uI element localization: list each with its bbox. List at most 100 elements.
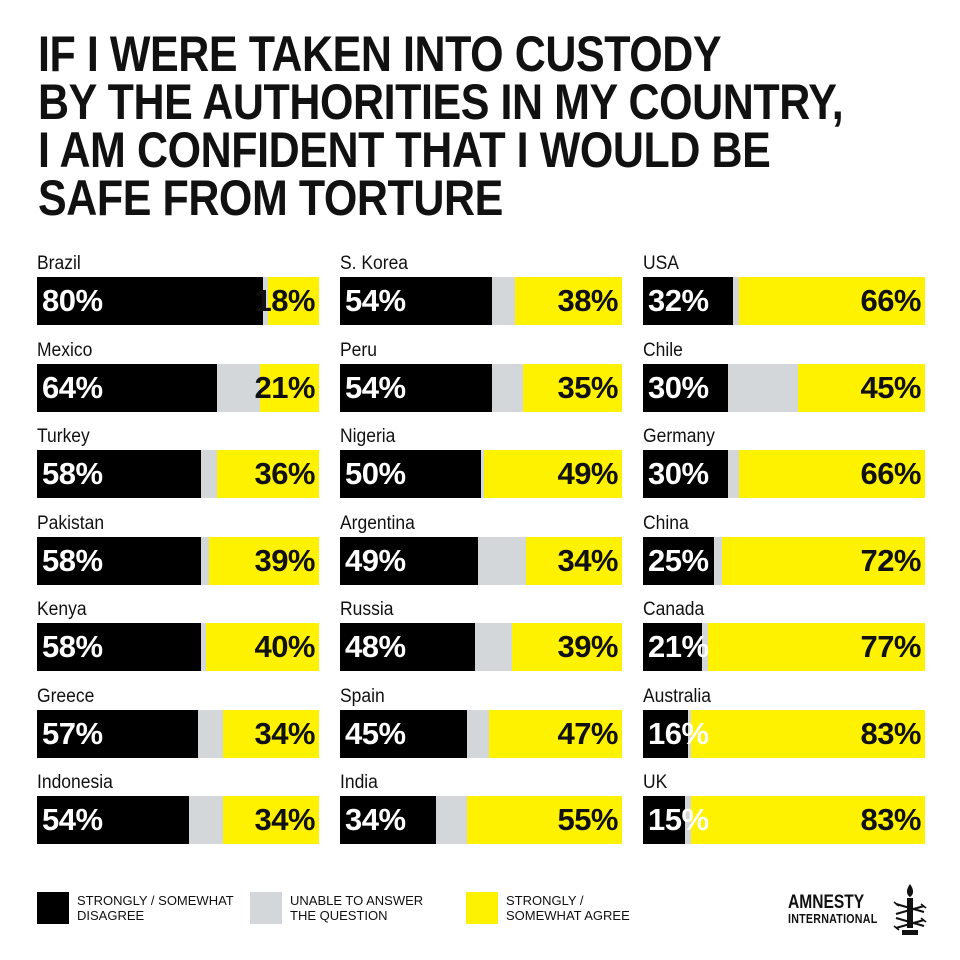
bar-segment-unable: [685, 796, 691, 844]
value-label-disagree: 54%: [345, 369, 406, 405]
country-label: S. Korea: [340, 253, 409, 274]
bar-segment-unable: [478, 536, 527, 585]
value-label-agree: 72%: [860, 542, 921, 578]
stacked-bar: 32% 66%: [643, 277, 925, 325]
value-label-agree: 34%: [557, 542, 618, 578]
bar-segment-agree: [206, 623, 319, 671]
bar-segment-unable: [702, 623, 708, 671]
bar-segment-agree: [738, 277, 925, 325]
bar-segment-agree: [268, 277, 319, 325]
value-label-agree: 36%: [254, 456, 315, 491]
bar-segment-unable: [475, 623, 513, 671]
bar-segment-unable: [435, 796, 467, 844]
bar-segment-unable: [727, 450, 739, 498]
value-label-agree: 83%: [860, 715, 921, 751]
title-line: I AM CONFIDENT THAT I WOULD BE: [38, 122, 771, 178]
stacked-bar: 54% 38%: [340, 277, 622, 325]
brand-name: AMNESTY: [788, 892, 865, 913]
brand-sub: INTERNATIONAL: [788, 911, 878, 926]
country-label: Peru: [340, 339, 377, 361]
bar-segment-agree: [707, 623, 925, 671]
bar-segment-disagree: [37, 450, 201, 498]
country-label: Russia: [340, 599, 394, 620]
title-line: BY THE AUTHORITIES IN MY COUNTRY,: [38, 74, 844, 130]
stacked-bar: 58% 40%: [37, 623, 319, 671]
stacked-bar: 48% 39%: [340, 623, 622, 671]
title-line: IF I WERE TAKEN INTO CUSTODY: [38, 26, 722, 82]
value-label-disagree: 57%: [42, 715, 103, 751]
bar-segment-disagree: [340, 623, 476, 671]
value-label-disagree: 21%: [648, 629, 709, 664]
value-label-disagree: 30%: [648, 369, 709, 405]
country-label: Brazil: [37, 253, 81, 274]
bar-segment-agree: [209, 536, 319, 585]
bar-segment-unable: [713, 536, 722, 585]
country-label: Pakistan: [37, 512, 105, 534]
value-label-disagree: 58%: [42, 456, 103, 491]
country-label: Germany: [643, 426, 715, 447]
value-label-agree: 21%: [254, 369, 315, 405]
brand-logo-text: AMNESTY INTERNATIONAL: [788, 893, 877, 926]
country-label: Argentina: [340, 512, 415, 534]
value-label-disagree: 45%: [345, 715, 406, 751]
stacked-bar: 50% 49%: [340, 450, 622, 498]
bar-segment-unable: [481, 450, 484, 498]
bar-segment-agree: [798, 363, 925, 412]
bar-segment-agree: [721, 536, 925, 585]
value-label-agree: 66%: [860, 456, 921, 491]
bar-segment-disagree: [643, 796, 686, 844]
stacked-bar: 80% 18%: [37, 277, 319, 325]
bar-segment-unable: [492, 277, 515, 325]
value-label-disagree: 54%: [345, 283, 406, 318]
bar-segment-disagree: [37, 536, 201, 585]
bar-segment-unable: [733, 277, 739, 325]
bar-segment-agree: [223, 709, 319, 758]
bar-segment-agree: [489, 709, 622, 758]
value-label-agree: 45%: [860, 369, 921, 405]
value-label-disagree: 50%: [345, 456, 406, 491]
stacked-bar: 54% 35%: [340, 363, 622, 412]
bar-segment-disagree: [340, 450, 481, 498]
value-label-disagree: 25%: [648, 542, 709, 578]
bar-segment-unable: [189, 796, 224, 844]
value-label-disagree: 64%: [42, 369, 103, 405]
bar-segment-unable: [262, 277, 269, 325]
bar-segment-agree: [217, 450, 319, 498]
country-label: China: [643, 512, 689, 534]
bar-segment-disagree: [37, 796, 190, 844]
chart-title: IF I WERE TAKEN INTO CUSTODY BY THE AUTH…: [38, 26, 844, 223]
bar-segment-agree: [690, 796, 925, 844]
stacked-bar: 34% 55%: [340, 796, 622, 844]
bar-segment-unable: [727, 363, 799, 412]
stacked-bar: 57% 34%: [37, 709, 319, 758]
legend-swatch-unable: [250, 892, 282, 924]
bar-segment-agree: [512, 623, 622, 671]
bar-segment-agree: [514, 277, 622, 325]
value-label-disagree: 16%: [648, 715, 709, 751]
bar-segment-agree: [523, 363, 622, 412]
bar-segment-disagree: [643, 363, 728, 412]
value-label-disagree: 32%: [648, 283, 709, 318]
bar-segment-disagree: [340, 709, 467, 758]
value-label-agree: 18%: [254, 283, 315, 318]
value-label-disagree: 80%: [42, 283, 103, 318]
bar-segment-disagree: [340, 796, 436, 844]
bar-segment-disagree: [37, 363, 218, 412]
value-label-disagree: 49%: [345, 542, 406, 578]
bar-segment-disagree: [340, 536, 479, 585]
country-label: UK: [643, 772, 668, 793]
bar-segment-unable: [688, 709, 691, 758]
bar-segment-disagree: [340, 363, 493, 412]
bar-segment-agree: [223, 796, 319, 844]
country-label: Nigeria: [340, 426, 396, 447]
bar-segment-unable: [200, 623, 207, 671]
country-label: Chile: [643, 339, 683, 361]
stacked-bar: 30% 66%: [643, 450, 925, 498]
legend-label-unable: UNABLE TO ANSWER THE QUESTION: [290, 893, 424, 923]
legend-swatch-disagree: [37, 892, 69, 924]
value-label-agree: 34%: [254, 715, 315, 751]
stacked-bar: 15% 83%: [643, 796, 925, 844]
bar-segment-unable: [200, 450, 218, 498]
bar-segment-disagree: [643, 623, 703, 671]
bar-segment-unable: [197, 709, 224, 758]
